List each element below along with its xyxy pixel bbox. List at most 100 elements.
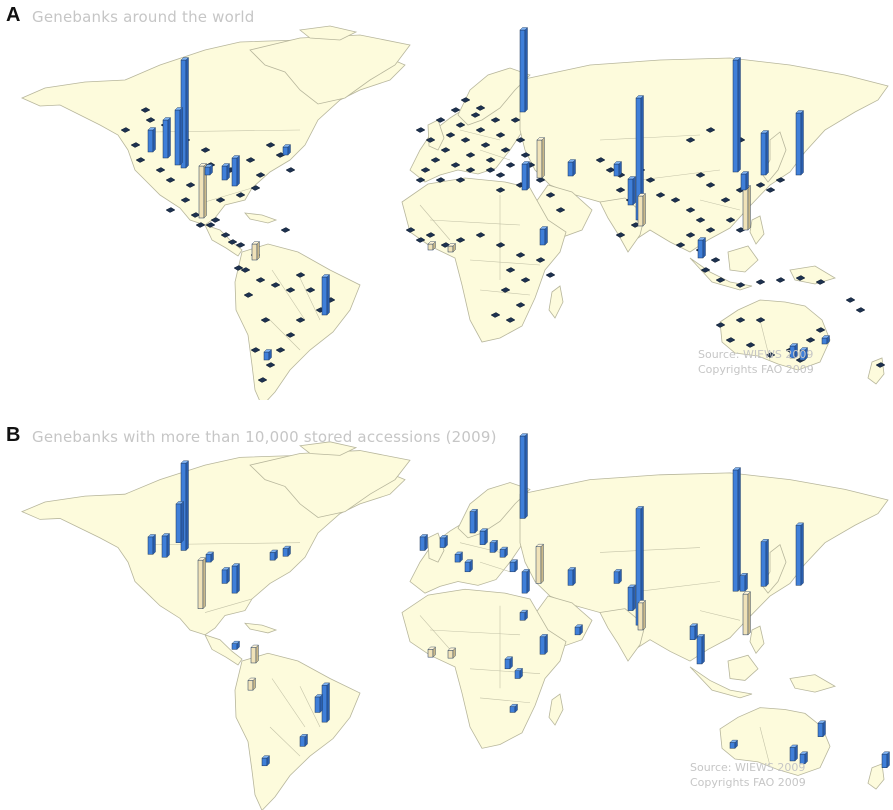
bar-top (881, 751, 890, 755)
bar-front (519, 612, 526, 621)
bar-front (221, 165, 228, 181)
bar-front (447, 650, 454, 659)
genebank-bar-national (175, 501, 184, 544)
bar-top (231, 155, 240, 159)
genebank-marker (275, 347, 286, 353)
bar-side (886, 751, 890, 769)
bar-top (635, 95, 644, 99)
genebank-marker (645, 177, 656, 183)
bar-top (221, 163, 230, 167)
bar-top (627, 584, 636, 588)
bar-front (613, 571, 620, 584)
genebank-marker (695, 217, 706, 223)
genebank-marker (280, 227, 291, 233)
genebank-bar-international (637, 193, 646, 227)
bar-top (447, 243, 456, 247)
bar-top (180, 57, 189, 61)
bar-front (817, 722, 824, 737)
genebank-marker (145, 117, 156, 123)
country-border (271, 678, 306, 728)
genebank-marker (515, 137, 526, 143)
bar-front (739, 575, 746, 592)
country-border (699, 199, 741, 211)
genebank-marker (243, 292, 254, 298)
bar-front (795, 524, 802, 586)
bar-front (740, 173, 747, 191)
borneo-land (727, 245, 759, 273)
genebank-bar-national (321, 274, 330, 316)
bar-top (567, 159, 576, 163)
country-border (479, 697, 531, 704)
bar-front (299, 736, 306, 747)
genebank-bar-national (147, 127, 156, 153)
genebank-marker (205, 222, 216, 228)
genebank-marker (490, 312, 501, 318)
genebank-bar-national (231, 155, 240, 187)
genebank-bar-national (314, 694, 323, 713)
bar-top (521, 569, 530, 572)
bar-top (499, 546, 508, 550)
south-america-land (234, 243, 361, 400)
genebank-bar-national (519, 433, 528, 519)
genebank-marker (615, 187, 626, 193)
bar-side (642, 599, 646, 631)
bar-front (204, 166, 211, 176)
genebank-marker (245, 157, 256, 163)
genebank-marker (270, 282, 281, 288)
genebank-marker (445, 132, 456, 138)
bar-top (521, 161, 530, 165)
genebank-marker (140, 107, 151, 113)
country-border (699, 610, 741, 621)
genebank-bar-national (539, 633, 548, 655)
bar-side (202, 557, 206, 610)
bar-front (535, 546, 542, 584)
genebank-marker (200, 147, 211, 153)
bar-top (789, 343, 798, 347)
africa-land (401, 588, 567, 749)
bar-top (447, 647, 456, 651)
genebank-bar-national (509, 703, 518, 713)
bar-top (314, 694, 323, 698)
bar-side (180, 501, 184, 544)
country-border (204, 187, 253, 203)
genebank-bar-national (299, 733, 308, 747)
genebank-marker (260, 317, 271, 323)
country-border (149, 542, 301, 545)
genebank-marker (220, 232, 231, 238)
bar-side (526, 568, 530, 594)
genebank-marker (685, 137, 696, 143)
genebank-bar-national (881, 751, 890, 769)
genebank-marker (255, 277, 266, 283)
bar-side (526, 161, 530, 191)
bar-top (454, 551, 463, 555)
genebank-marker (455, 177, 466, 183)
genebank-marker (435, 177, 446, 183)
bar-top (282, 545, 291, 549)
copyright-text-a: Copyrights FAO 2009 (698, 363, 814, 376)
genebank-marker (815, 279, 826, 285)
genebank-marker (165, 177, 176, 183)
genebank-marker (700, 267, 711, 273)
genebank-bar-national (282, 545, 291, 557)
genebank-bar-national (635, 95, 644, 221)
bar-front (439, 537, 446, 548)
bar-front (539, 228, 546, 246)
landmasses (21, 441, 889, 810)
bar-top (536, 137, 545, 141)
south-america-land (234, 652, 361, 810)
genebank-bar-national (789, 343, 798, 359)
genebank-bar-national (732, 57, 741, 173)
sumatra-java-land (689, 257, 753, 291)
genebank-marker (755, 182, 766, 188)
bar-top (799, 751, 808, 755)
bar-side (524, 27, 528, 113)
bar-front (221, 569, 228, 584)
bar-top (795, 110, 804, 114)
genebank-bar-national (489, 539, 498, 553)
genebank-marker (535, 257, 546, 263)
bar-side (541, 137, 545, 179)
bar-side (319, 694, 323, 713)
country-border (479, 149, 511, 161)
country-border (204, 598, 253, 613)
genebank-marker (775, 277, 786, 283)
